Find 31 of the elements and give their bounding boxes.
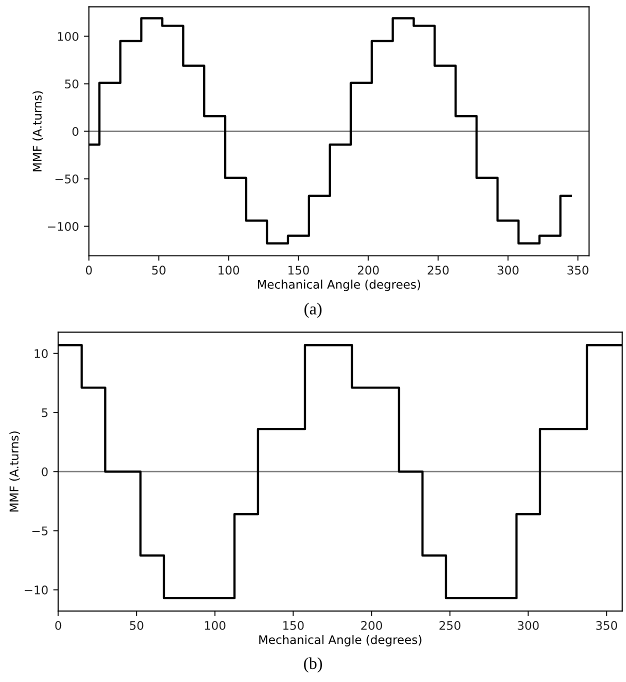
- y-tick-label: 50: [65, 80, 78, 88]
- x-tick-label: 300: [518, 621, 539, 630]
- x-tick-label: 200: [361, 621, 382, 630]
- x-tick-label: 200: [358, 266, 379, 275]
- y-tick-label: 0: [42, 467, 48, 476]
- y-tick-label: −5: [32, 526, 48, 536]
- x-tick-label: 100: [218, 266, 240, 275]
- y-tick-label: −100: [48, 222, 78, 231]
- x-axis-title: Mechanical Angle (degrees): [259, 635, 422, 646]
- y-tick-label: −10: [24, 586, 48, 594]
- y-tick-label: 100: [58, 32, 78, 41]
- y-axis-title: MMF (A.turns): [32, 91, 44, 172]
- x-tick-label: 250: [428, 266, 449, 275]
- x-tick-label: 100: [204, 621, 226, 630]
- x-axis-title: Mechanical Angle (degrees): [258, 280, 420, 292]
- y-axis-title: MMF (A.turns): [9, 432, 20, 512]
- x-tick-label: 0: [86, 266, 92, 275]
- x-tick-label: 50: [130, 621, 144, 630]
- text: (a): [304, 302, 322, 318]
- y-tick-label: 10: [34, 349, 48, 358]
- x-tick-label: 150: [288, 266, 309, 275]
- x-tick-label: 250: [440, 621, 460, 630]
- y-tick-label: 0: [72, 127, 78, 136]
- x-tick-label: 300: [498, 266, 519, 275]
- x-tick-label: 350: [568, 266, 588, 275]
- text: (b): [304, 657, 322, 673]
- y-tick-label: −50: [56, 174, 78, 184]
- x-tick-label: 150: [283, 621, 304, 630]
- y-tick-label: 5: [42, 408, 48, 418]
- x-tick-label: 350: [596, 621, 618, 630]
- x-tick-label: 50: [152, 266, 166, 275]
